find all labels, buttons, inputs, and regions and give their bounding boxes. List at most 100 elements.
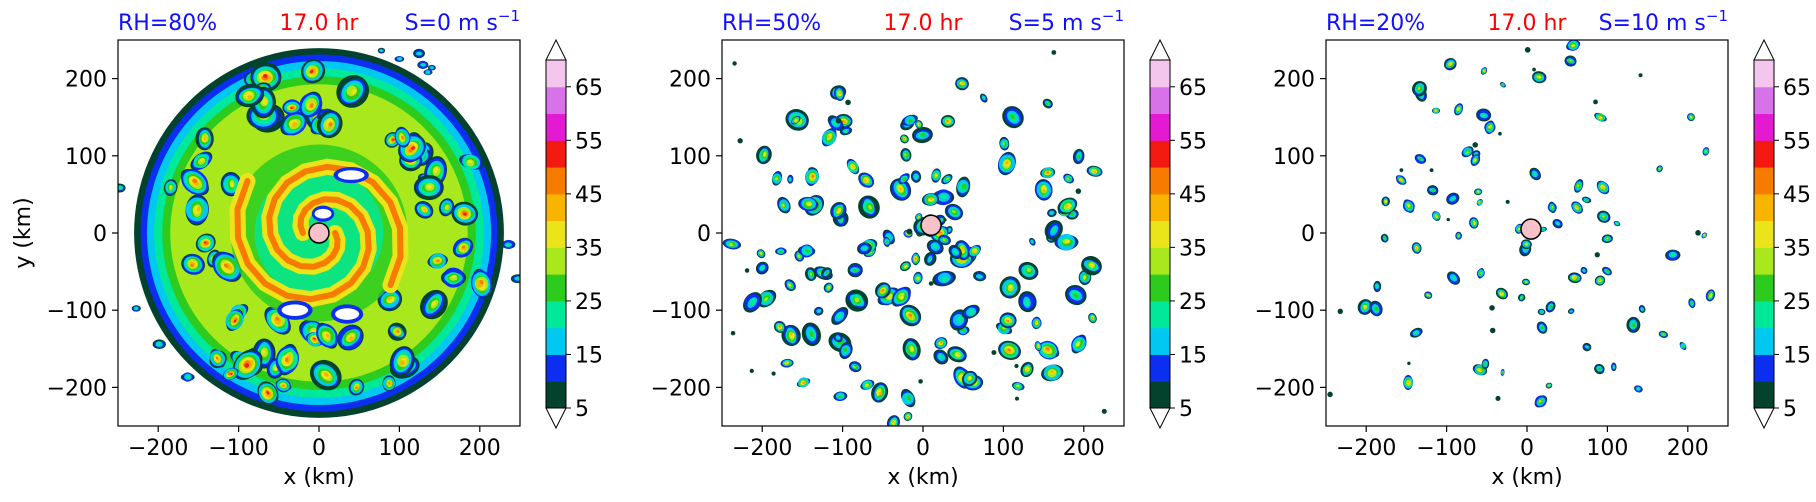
cell-contour (892, 420, 895, 424)
colorbar-bin (546, 247, 566, 275)
cell-contour (1545, 428, 1554, 438)
colorbar-bin (546, 86, 566, 115)
y-tick-label: 200 (65, 68, 107, 93)
cell-contour (1524, 281, 1527, 283)
cell-contour (903, 138, 905, 140)
cell-contour (789, 284, 791, 287)
speck (744, 268, 750, 273)
colorbar-extend-min (1753, 407, 1775, 430)
y-tick-label: 100 (1273, 145, 1315, 170)
cell-contour (263, 74, 268, 78)
cell-contour (942, 238, 946, 242)
cell-contour (310, 103, 314, 108)
cell-contour (961, 328, 966, 332)
x-tick-label: 200 (1667, 436, 1709, 461)
speck (1593, 99, 1598, 105)
storm-center-marker (920, 214, 942, 237)
cell-contour (451, 275, 457, 278)
y-tick-label: 200 (669, 68, 711, 93)
cell-contour (968, 309, 975, 316)
cell-contour (843, 129, 848, 134)
colorbar-tick-label: 65 (1179, 76, 1207, 101)
title-right-superscript: −1 (1102, 7, 1124, 25)
x-axis-label: x (km) (887, 465, 958, 490)
cell-contour (380, 50, 383, 52)
colorbar-tick-label: 5 (575, 397, 589, 422)
cell-contour (1045, 102, 1049, 105)
cell-contour (1435, 109, 1438, 112)
cell-contour (918, 124, 920, 126)
cell-contour (1415, 247, 1418, 250)
cell-contour (839, 91, 842, 95)
cell-contour (914, 258, 917, 260)
colorbar-bin (1754, 327, 1774, 355)
colorbar-tick-label: 25 (575, 290, 603, 315)
x-tick-label: 0 (312, 436, 326, 461)
colorbar-tick-label: 15 (575, 343, 603, 368)
cell-contour (878, 391, 882, 396)
cell-contour (1431, 188, 1435, 192)
colorbar-bin (1754, 140, 1774, 168)
cell-contour (898, 187, 902, 191)
cell-contour (1399, 179, 1402, 182)
x-axis-label: x (km) (283, 465, 354, 490)
cell-contour (1093, 170, 1097, 173)
cell-contour (909, 313, 913, 317)
cell-contour (400, 360, 405, 366)
cell-contour (462, 245, 466, 249)
cell-contour (1407, 380, 1410, 384)
cell-contour (1659, 168, 1661, 170)
cell-contour (1480, 113, 1486, 118)
y-tick-label: 200 (1273, 68, 1315, 93)
cell-contour (426, 71, 430, 74)
cell-contour (398, 57, 402, 61)
x-tick-label: 0 (916, 436, 930, 461)
cell-contour (902, 177, 907, 181)
speck (1695, 230, 1701, 236)
title-left: RH=50% (722, 11, 821, 36)
cell-contour (262, 98, 268, 105)
colorbar-tick-label: 65 (575, 76, 603, 101)
cell-contour (1598, 367, 1601, 371)
colorbar: 5 15 25 35 45 55 65 (545, 38, 603, 430)
cell-contour (1046, 171, 1049, 174)
cell-contour (233, 319, 237, 323)
speck (1337, 308, 1343, 314)
cell-contour (968, 376, 972, 380)
colorbar: 5 15 25 35 45 55 65 (1149, 38, 1207, 430)
cell-contour (1585, 345, 1589, 349)
cell-contour (1067, 177, 1070, 180)
speck (1532, 67, 1536, 72)
cell-contour (906, 395, 911, 401)
cell-contour (1543, 426, 1556, 440)
cell-contour (1418, 157, 1422, 161)
speck (1015, 396, 1020, 401)
cell-contour (1541, 229, 1544, 231)
cell-contour (199, 157, 205, 162)
cell-contour (1540, 311, 1543, 313)
cell-contour (223, 263, 229, 268)
cell-contour (433, 167, 438, 173)
y-tick-label: −200 (651, 376, 711, 401)
speck (730, 330, 736, 336)
cell-contour (1026, 368, 1028, 372)
cell-contour (928, 257, 932, 262)
cell-contour (955, 353, 960, 357)
cell-contour (794, 118, 797, 121)
colorbar-extend-min (545, 407, 567, 430)
cell-contour (421, 63, 425, 67)
cell-contour (1670, 252, 1676, 257)
cell-contour (854, 297, 860, 303)
cell-contour (355, 386, 358, 390)
cell-contour (1525, 244, 1528, 246)
cell-contour (977, 275, 982, 279)
colorbar-extend-min (1149, 407, 1171, 430)
cell-contour (1548, 384, 1550, 386)
cell-contour (444, 205, 448, 210)
cell-contour (1002, 142, 1005, 146)
cell-contour (417, 51, 422, 55)
colorbar-tick-label: 55 (1179, 129, 1207, 154)
cell-contour (1407, 204, 1411, 207)
speck (943, 218, 947, 222)
